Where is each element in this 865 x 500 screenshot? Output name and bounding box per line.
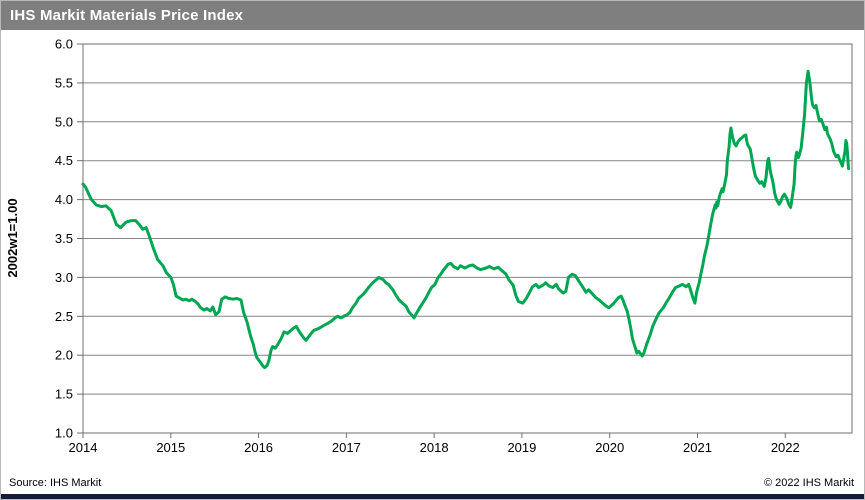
footer-accent-bar <box>1 494 864 499</box>
plot-frame <box>82 43 853 434</box>
x-tick-label: 2020 <box>595 440 624 455</box>
y-tick-label: 3.5 <box>55 231 73 246</box>
y-tick-label: 5.0 <box>55 114 73 129</box>
y-tick-label: 2.5 <box>55 309 73 324</box>
price-index-line <box>81 69 850 370</box>
page-title: IHS Markit Materials Price Index <box>10 7 244 24</box>
x-tick-label: 2018 <box>420 440 449 455</box>
y-tick-label: 4.0 <box>55 192 73 207</box>
y-tick-label: 5.5 <box>55 75 73 90</box>
chart-header: IHS Markit Materials Price Index <box>1 1 864 30</box>
y-tick-label: 6.0 <box>55 37 73 52</box>
source-note: Source: IHS Markit <box>9 477 102 489</box>
y-tick-label: 1.0 <box>55 426 73 441</box>
copyright-note: © 2022 IHS Markit <box>763 477 854 489</box>
x-tick-label: 2019 <box>507 440 536 455</box>
y-axis-title: 2002w1=1.00 <box>5 198 20 277</box>
y-tick-label: 4.5 <box>55 153 73 168</box>
grid-layer <box>83 43 852 434</box>
x-tick-label: 2014 <box>69 440 98 455</box>
y-tick-label: 2.0 <box>55 348 73 363</box>
label-layer: 2002w1=1.00 1.0 1.5 2.0 2.5 3.0 3.5 4.0 4.5 5.0 5… <box>5 37 800 456</box>
y-tick-label: 1.5 <box>55 387 73 402</box>
x-tick-label: 2016 <box>244 440 273 455</box>
series-layer <box>81 69 850 370</box>
x-tick-label: 2022 <box>771 440 800 455</box>
x-tick-label: 2021 <box>683 440 712 455</box>
x-tick-label: 2015 <box>156 440 185 455</box>
axis-layer <box>77 43 853 438</box>
x-tick-label: 2017 <box>332 440 361 455</box>
y-tick-label: 3.0 <box>55 270 73 285</box>
